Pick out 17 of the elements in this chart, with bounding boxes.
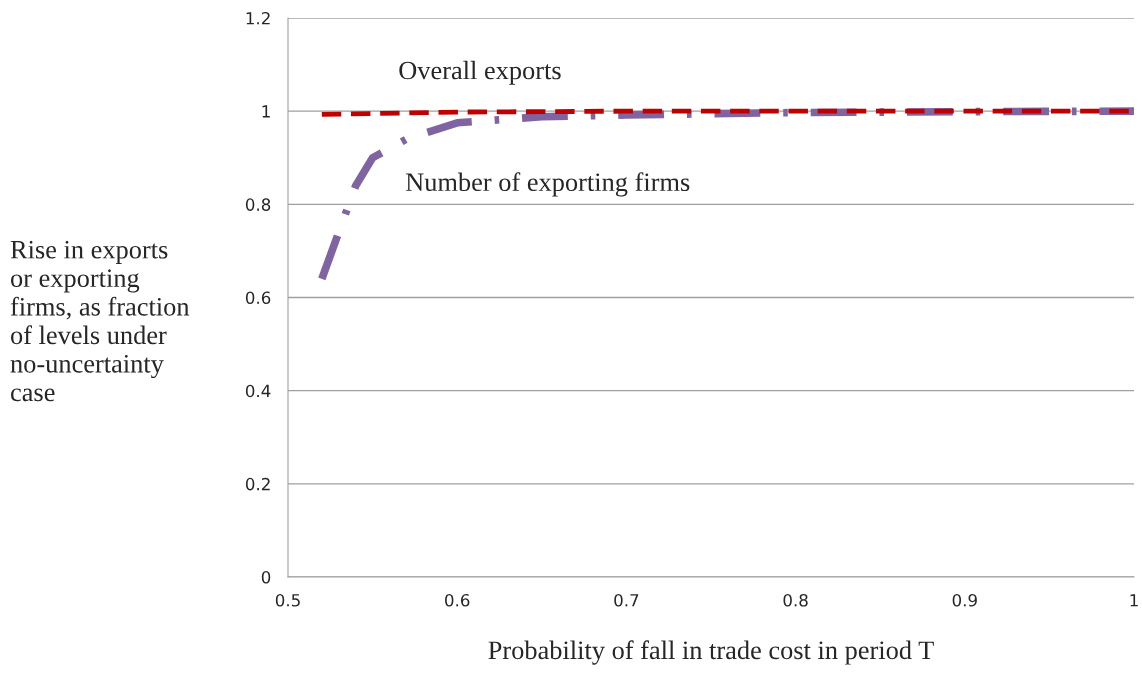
series-label: Number of exporting firms xyxy=(405,172,690,197)
y-tick-label: 0 xyxy=(261,570,271,584)
x-tick-label: 1 xyxy=(1130,594,1138,607)
x-tick-label: 0.5 xyxy=(275,593,300,607)
x-tick-label: 0.9 xyxy=(952,593,977,607)
y-tick-label: 0.6 xyxy=(245,291,271,305)
x-tick-label: 0.6 xyxy=(445,593,470,607)
x-tick-label: 0.8 xyxy=(783,593,808,607)
series-label: Overall exports xyxy=(399,60,561,85)
x-tick-label: 0.7 xyxy=(614,593,639,607)
y-tick-label: 1 xyxy=(262,105,270,118)
y-tick-label: 0.2 xyxy=(245,477,270,491)
y-tick-label: 1.2 xyxy=(246,11,270,25)
y-tick-label: 0.4 xyxy=(245,384,271,398)
y-tick-label: 0.8 xyxy=(245,198,271,211)
x-axis-title: Probability of fall in trade cost in period T xyxy=(488,640,934,665)
y-axis-title: Rise in exports or exporting firms, as fraction of levels under no-uncertainty case xyxy=(10,240,190,402)
